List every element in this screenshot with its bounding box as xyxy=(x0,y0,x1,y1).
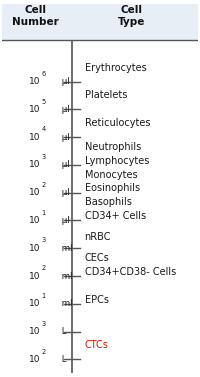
Text: 4: 4 xyxy=(41,126,45,132)
Text: 2: 2 xyxy=(41,265,45,271)
Text: 3: 3 xyxy=(41,321,45,327)
Text: 1: 1 xyxy=(41,293,45,299)
Text: Cell
Type: Cell Type xyxy=(118,5,145,27)
Text: Monocytes: Monocytes xyxy=(85,170,137,179)
Text: CTCs: CTCs xyxy=(85,340,108,351)
Text: Neutrophils: Neutrophils xyxy=(85,142,141,152)
Text: μl: μl xyxy=(59,160,70,169)
Text: Basophils: Basophils xyxy=(85,198,131,207)
Text: Erythrocytes: Erythrocytes xyxy=(85,63,146,73)
Text: L: L xyxy=(59,327,67,336)
Text: CECs: CECs xyxy=(85,253,109,263)
Text: CD34+ Cells: CD34+ Cells xyxy=(85,211,146,221)
Text: 2: 2 xyxy=(41,349,45,354)
Text: 10: 10 xyxy=(29,188,40,197)
Text: ml: ml xyxy=(59,271,73,280)
Text: 10: 10 xyxy=(29,216,40,225)
Text: 3: 3 xyxy=(41,154,45,160)
Text: 10: 10 xyxy=(29,244,40,253)
Text: EPCs: EPCs xyxy=(85,294,109,305)
Text: μl: μl xyxy=(59,216,70,225)
Text: μl: μl xyxy=(59,77,70,86)
Text: nRBC: nRBC xyxy=(85,232,111,242)
Text: 2: 2 xyxy=(41,182,45,188)
Text: Cell
Number: Cell Number xyxy=(12,5,59,27)
Text: 10: 10 xyxy=(29,271,40,280)
Text: μl: μl xyxy=(59,188,70,197)
Text: 10: 10 xyxy=(29,133,40,142)
Bar xyxy=(2,4,198,40)
Text: Platelets: Platelets xyxy=(85,90,127,100)
Text: ml: ml xyxy=(59,244,73,253)
Text: 3: 3 xyxy=(41,238,45,244)
Text: 10: 10 xyxy=(29,299,40,308)
Text: 10: 10 xyxy=(29,327,40,336)
Text: Lymphocytes: Lymphocytes xyxy=(85,156,149,166)
Text: CD34+CD38- Cells: CD34+CD38- Cells xyxy=(85,267,176,277)
Text: 10: 10 xyxy=(29,77,40,86)
Text: 5: 5 xyxy=(41,98,45,104)
Text: μl: μl xyxy=(59,105,70,114)
Text: 1: 1 xyxy=(41,210,45,216)
Text: Reticulocytes: Reticulocytes xyxy=(85,118,150,128)
Text: 10: 10 xyxy=(29,355,40,364)
Text: μl: μl xyxy=(59,133,70,142)
Text: ml: ml xyxy=(59,299,73,308)
Text: 10: 10 xyxy=(29,160,40,169)
Text: Eosinophils: Eosinophils xyxy=(85,184,140,193)
Text: L: L xyxy=(59,355,67,364)
Text: 6: 6 xyxy=(41,71,45,77)
Text: 10: 10 xyxy=(29,105,40,114)
